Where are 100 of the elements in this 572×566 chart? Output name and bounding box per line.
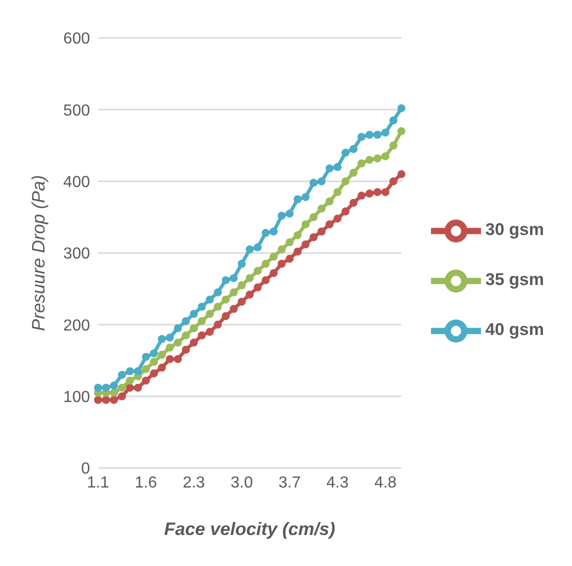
point — [126, 367, 134, 376]
point — [126, 384, 134, 392]
point — [182, 331, 190, 340]
point — [166, 334, 174, 342]
point — [350, 168, 358, 177]
point — [238, 281, 246, 290]
point — [118, 392, 126, 400]
point — [310, 178, 318, 187]
point — [342, 148, 350, 157]
y-tick-label: 600 — [63, 30, 90, 48]
point — [270, 228, 278, 236]
point — [150, 358, 158, 366]
point — [118, 370, 126, 379]
point — [270, 252, 278, 261]
x-tick-label: 1.6 — [134, 474, 158, 492]
y-tick-label: 400 — [63, 174, 90, 192]
point — [365, 130, 374, 139]
point — [342, 177, 350, 186]
point — [381, 188, 390, 196]
point — [397, 127, 406, 136]
point — [222, 276, 230, 284]
point — [270, 269, 278, 278]
point — [294, 248, 302, 256]
point — [397, 170, 406, 178]
point — [254, 283, 262, 292]
point — [198, 302, 206, 311]
point — [198, 317, 206, 326]
point — [134, 367, 142, 376]
point — [318, 177, 326, 186]
point — [174, 324, 182, 332]
point — [310, 233, 318, 242]
x-axis-title: Face velocity (cm/s) — [164, 519, 336, 539]
point — [142, 352, 150, 361]
point — [142, 365, 150, 374]
legend-label: 40 gsm — [485, 320, 544, 339]
point — [365, 156, 374, 164]
point — [294, 231, 302, 240]
point — [150, 349, 158, 358]
x-tick-label: 2.3 — [182, 474, 206, 492]
point — [238, 298, 246, 306]
point — [278, 212, 286, 220]
point — [182, 317, 190, 326]
y-tick-label: 200 — [63, 317, 90, 334]
point — [294, 195, 302, 204]
point — [158, 335, 166, 343]
point — [389, 142, 398, 150]
point — [206, 310, 214, 318]
legend-label: 35 gsm — [485, 270, 544, 289]
point — [373, 188, 382, 196]
y-tick-label: 300 — [63, 246, 90, 263]
point — [158, 364, 166, 372]
point — [246, 290, 254, 299]
point — [142, 376, 150, 385]
point — [230, 274, 238, 282]
point — [373, 130, 382, 139]
point — [246, 245, 254, 254]
point — [182, 346, 190, 354]
point — [357, 192, 366, 200]
point — [110, 388, 118, 397]
point — [350, 145, 358, 154]
point — [174, 355, 182, 364]
point — [190, 324, 198, 332]
point — [206, 328, 214, 336]
x-tick-label: 3.0 — [230, 474, 253, 492]
point — [230, 288, 238, 296]
point — [397, 104, 406, 112]
point — [278, 245, 286, 254]
point — [357, 132, 366, 141]
point — [381, 128, 390, 137]
point — [246, 274, 254, 282]
point — [262, 276, 270, 284]
point — [222, 312, 230, 320]
point — [381, 152, 390, 160]
point — [230, 304, 238, 313]
point — [302, 193, 310, 202]
x-tick-label: 4.3 — [326, 474, 349, 492]
point — [310, 213, 318, 222]
point — [302, 220, 310, 228]
point — [214, 288, 222, 296]
point — [206, 296, 214, 304]
point — [262, 260, 270, 268]
point — [318, 228, 326, 236]
point — [254, 243, 262, 252]
point — [174, 338, 182, 347]
point — [326, 197, 334, 206]
point — [110, 382, 118, 390]
point — [326, 164, 334, 172]
point — [94, 384, 102, 392]
point — [373, 154, 382, 162]
point — [238, 260, 246, 268]
y-axis-title: Presuure Drop (Pa) — [28, 174, 48, 332]
point — [286, 254, 294, 263]
legend-label: 30 gsm — [485, 220, 544, 239]
point — [214, 320, 222, 329]
point — [126, 376, 134, 385]
point — [278, 260, 286, 268]
point — [190, 310, 198, 318]
point — [318, 204, 326, 213]
point — [118, 384, 126, 392]
point — [389, 116, 398, 124]
